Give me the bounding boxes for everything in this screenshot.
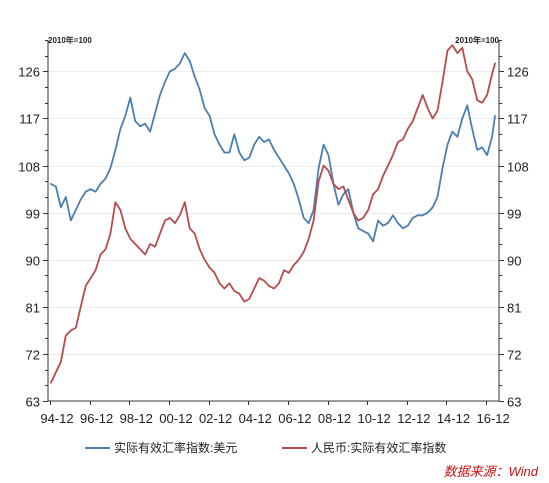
x-tick-label: 98-12 bbox=[120, 411, 153, 426]
x-tick-label: 10-12 bbox=[358, 411, 391, 426]
series-layer bbox=[50, 44, 496, 384]
x-tick-label: 00-12 bbox=[159, 411, 192, 426]
left-y-tick-label: 72 bbox=[26, 348, 40, 363]
right-y-tick-label: 108 bbox=[507, 160, 529, 175]
right-unit-label: 2010年=100 bbox=[455, 35, 499, 45]
x-tick-label: 08-12 bbox=[318, 411, 351, 426]
left-y-tick-label: 99 bbox=[26, 207, 40, 222]
x-tick-label: 96-12 bbox=[80, 411, 113, 426]
source-note: 数据来源：Wind bbox=[443, 464, 538, 479]
right-y-tick-label: 63 bbox=[507, 395, 521, 410]
right-y-tick-label: 72 bbox=[507, 348, 521, 363]
right-y-tick-label: 117 bbox=[507, 112, 528, 127]
x-tick-label: 14-12 bbox=[437, 411, 470, 426]
grid-layer bbox=[48, 71, 499, 355]
legend: 实际有效汇率指数:美元 人民币:实际有效汇率指数 bbox=[85, 440, 446, 455]
right-y-tick-label: 90 bbox=[507, 254, 521, 269]
legend-cny-label: 人民币:实际有效汇率指数 bbox=[311, 440, 446, 455]
left-unit-label: 2010年=100 bbox=[48, 35, 92, 45]
legend-usd-label: 实际有效汇率指数:美元 bbox=[114, 440, 237, 455]
series-usd-reer-line bbox=[50, 52, 496, 243]
ticks-layer: 63 63 72 72 81 81 90 90 99 99 108 108 117 117 126 126 94… bbox=[18, 40, 529, 426]
left-y-tick-label: 81 bbox=[26, 301, 40, 316]
series-cny-reer-line bbox=[50, 44, 496, 384]
x-tick-label: 02-12 bbox=[199, 411, 232, 426]
x-tick-label: 94-12 bbox=[40, 411, 73, 426]
axis-layer bbox=[47, 40, 500, 402]
right-y-tick-label: 81 bbox=[507, 301, 521, 316]
right-y-tick-label: 126 bbox=[507, 65, 529, 80]
right-y-tick-label: 99 bbox=[507, 207, 521, 222]
x-tick-label: 04-12 bbox=[239, 411, 272, 426]
left-y-tick-label: 126 bbox=[18, 65, 40, 80]
x-tick-label: 12-12 bbox=[397, 411, 430, 426]
left-y-tick-label: 63 bbox=[26, 395, 40, 410]
left-y-tick-label: 90 bbox=[26, 254, 40, 269]
x-tick-label: 06-12 bbox=[278, 411, 311, 426]
left-y-tick-label: 108 bbox=[18, 160, 40, 175]
left-y-tick-label: 117 bbox=[19, 112, 40, 127]
x-tick-label: 16-12 bbox=[476, 411, 509, 426]
